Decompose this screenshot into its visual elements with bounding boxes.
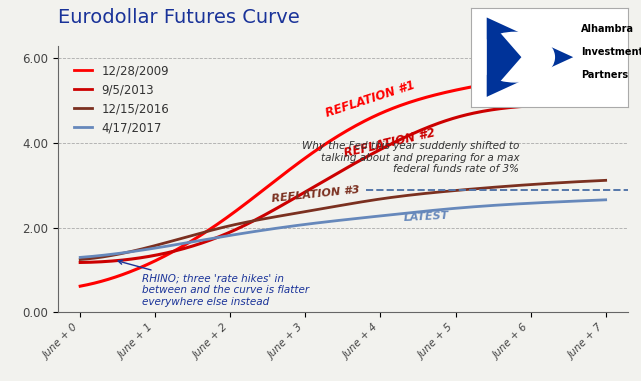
9/5/2013 — [519, 104, 527, 109]
9/5/2013 — [78, 260, 86, 265]
Line: 12/15/2016: 12/15/2016 — [80, 180, 606, 259]
4/17/2017 — [553, 200, 560, 204]
12/28/2009 — [398, 103, 406, 107]
Text: REFLATION #3: REFLATION #3 — [272, 184, 360, 203]
Text: Investment: Investment — [581, 47, 641, 57]
9/5/2013 — [398, 136, 406, 141]
Text: REFLATION #1: REFLATION #1 — [324, 79, 417, 120]
12/15/2016 — [398, 194, 406, 199]
12/28/2009 — [78, 283, 86, 288]
12/15/2016 — [78, 257, 86, 262]
4/17/2017 — [398, 211, 406, 216]
Text: Partners: Partners — [581, 70, 628, 80]
12/15/2016 — [76, 257, 84, 262]
12/15/2016 — [553, 181, 560, 185]
Text: LATEST: LATEST — [403, 211, 449, 223]
12/28/2009 — [76, 284, 84, 288]
Text: Why the Fed this year suddenly shifted to
talking about and preparing for a max
: Why the Fed this year suddenly shifted t… — [302, 141, 519, 174]
12/15/2016 — [389, 195, 397, 200]
Line: 9/5/2013: 9/5/2013 — [80, 103, 606, 263]
Polygon shape — [487, 18, 521, 97]
4/17/2017 — [389, 212, 397, 217]
Legend: 12/28/2009, 9/5/2013, 12/15/2016, 4/17/2017: 12/28/2009, 9/5/2013, 12/15/2016, 4/17/2… — [69, 59, 174, 139]
12/15/2016 — [387, 195, 395, 200]
4/17/2017 — [78, 255, 86, 259]
4/17/2017 — [387, 213, 395, 217]
9/5/2013 — [553, 102, 560, 107]
4/17/2017 — [76, 255, 84, 260]
9/5/2013 — [76, 260, 84, 265]
9/5/2013 — [387, 142, 395, 146]
4/17/2017 — [602, 197, 610, 202]
Text: Eurodollar Futures Curve: Eurodollar Futures Curve — [58, 8, 299, 27]
Line: 12/28/2009: 12/28/2009 — [80, 68, 606, 286]
Text: REFLATION #2: REFLATION #2 — [343, 126, 437, 160]
Line: 4/17/2017: 4/17/2017 — [80, 200, 606, 258]
12/28/2009 — [387, 107, 395, 111]
Polygon shape — [487, 18, 573, 97]
Text: RHINO; three 'rate hikes' in
between and the curve is flatter
everywhere else in: RHINO; three 'rate hikes' in between and… — [118, 260, 309, 307]
9/5/2013 — [389, 141, 397, 145]
12/28/2009 — [553, 72, 560, 76]
12/28/2009 — [519, 76, 527, 81]
12/28/2009 — [389, 106, 397, 110]
12/15/2016 — [602, 178, 610, 182]
12/28/2009 — [602, 66, 610, 70]
12/15/2016 — [519, 183, 527, 187]
4/17/2017 — [519, 201, 527, 206]
Circle shape — [476, 32, 554, 82]
9/5/2013 — [602, 101, 610, 105]
Text: Alhambra: Alhambra — [581, 24, 634, 34]
